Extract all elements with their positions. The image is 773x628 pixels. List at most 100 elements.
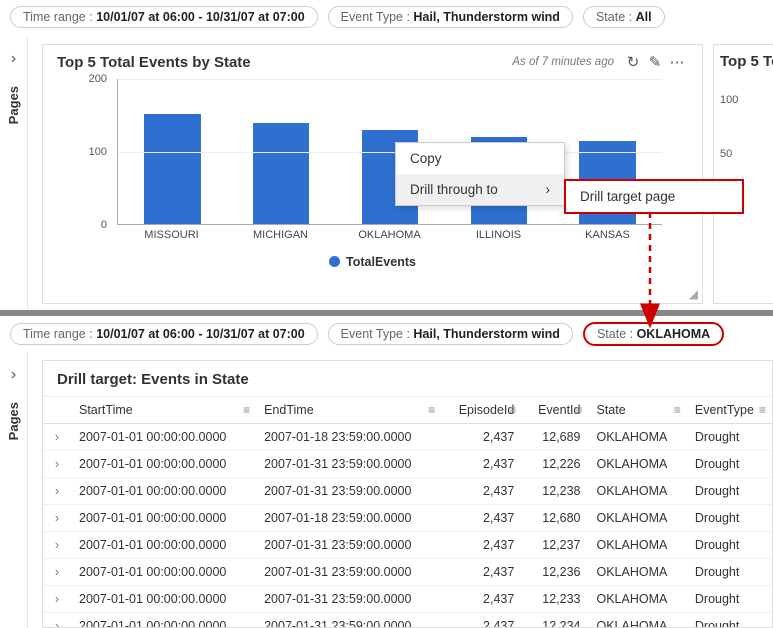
chart-y-axis: 0100200 [81, 79, 111, 225]
row-expand-icon[interactable]: › [43, 613, 71, 628]
table-cell: Drought [687, 478, 772, 505]
row-expand-icon[interactable]: › [43, 586, 71, 613]
table-cell: OKLAHOMA [588, 532, 686, 559]
legend-label: TotalEvents [346, 255, 416, 269]
chevron-right-icon: › [11, 366, 16, 384]
x-axis-label: MICHIGAN [226, 225, 335, 249]
column-menu-icon[interactable]: ≡ [243, 403, 250, 417]
chart-bar[interactable] [144, 114, 201, 224]
chart-bar[interactable] [253, 123, 310, 225]
column-label: EndTime [264, 403, 314, 417]
filter-time-range[interactable]: Time range : 10/01/07 at 06:00 - 10/31/0… [10, 323, 318, 345]
table-cell: 2,437 [441, 613, 522, 628]
axis-tick: 200 [89, 73, 107, 85]
table-cell: OKLAHOMA [588, 559, 686, 586]
edit-icon[interactable]: ✎ [644, 53, 666, 71]
chevron-right-icon: › [546, 182, 551, 197]
row-expand-icon[interactable]: › [43, 478, 71, 505]
table-cell: 2007-01-01 00:00:00.0000 [71, 505, 256, 532]
table-cell: 2007-01-31 23:59:00.0000 [256, 451, 441, 478]
panel-timestamp: As of 7 minutes ago [512, 56, 614, 68]
axis-tick: 50 [720, 148, 767, 160]
table-column-header[interactable]: State ≡ [588, 397, 686, 424]
top-dashboard-section: Time range : 10/01/07 at 06:00 - 10/31/0… [0, 0, 773, 310]
column-label: EventType [695, 403, 754, 417]
column-label: State [596, 403, 625, 417]
x-axis-label: MISSOURI [117, 225, 226, 249]
x-axis-label: OKLAHOMA [335, 225, 444, 249]
table-panel: Drill target: Events in State StartTime ≡… [42, 360, 773, 628]
table-row[interactable]: ›2007-01-01 00:00:00.00002007-01-18 23:5… [43, 424, 772, 451]
table-row[interactable]: ›2007-01-01 00:00:00.00002007-01-31 23:5… [43, 478, 772, 505]
filter-label: State : [596, 10, 636, 24]
table-cell: 2007-01-31 23:59:00.0000 [256, 613, 441, 628]
table-cell: 2,437 [441, 505, 522, 532]
column-menu-icon[interactable]: ≡ [575, 403, 582, 417]
row-expand-icon[interactable]: › [43, 451, 71, 478]
filter-value: 10/01/07 at 06:00 - 10/31/07 at 07:00 [96, 10, 304, 24]
table-row[interactable]: ›2007-01-01 00:00:00.00002007-01-31 23:5… [43, 559, 772, 586]
panel-title: Top 5 Total [720, 53, 767, 70]
column-label: StartTime [79, 403, 133, 417]
refresh-icon[interactable]: ↻ [622, 53, 644, 71]
context-menu-drill-through[interactable]: Drill through to › [396, 174, 564, 205]
column-menu-icon[interactable]: ≡ [509, 403, 516, 417]
x-axis-label: ILLINOIS [444, 225, 553, 249]
table-row[interactable]: ›2007-01-01 00:00:00.00002007-01-31 23:5… [43, 586, 772, 613]
table-column-header[interactable]: EventType ≡ [687, 397, 772, 424]
table-row[interactable]: ›2007-01-01 00:00:00.00002007-01-31 23:5… [43, 451, 772, 478]
resize-handle-icon[interactable]: ◢ [689, 287, 698, 301]
table-title: Drill target: Events in State [43, 361, 772, 396]
context-menu-copy[interactable]: Copy [396, 143, 564, 174]
row-expand-icon[interactable]: › [43, 532, 71, 559]
filter-state[interactable]: State : All [583, 6, 665, 28]
table-cell: 2007-01-31 23:59:00.0000 [256, 586, 441, 613]
table-cell: 2007-01-18 23:59:00.0000 [256, 424, 441, 451]
filter-event-type[interactable]: Event Type : Hail, Thunderstorm wind [328, 323, 573, 345]
events-table: StartTime≡EndTime≡EpisodeId≡EventId≡Stat… [43, 396, 772, 628]
filter-label: State : [597, 327, 637, 341]
context-submenu-drill-target[interactable]: Drill target page [564, 179, 744, 214]
more-icon[interactable]: ⋯ [666, 53, 688, 71]
filter-event-type[interactable]: Event Type : Hail, Thunderstorm wind [328, 6, 573, 28]
pages-sidebar-top[interactable]: › Pages [0, 36, 28, 310]
column-menu-icon[interactable]: ≡ [759, 403, 766, 417]
column-menu-icon[interactable]: ≡ [428, 403, 435, 417]
row-expand-icon[interactable]: › [43, 559, 71, 586]
chevron-right-icon: › [11, 50, 16, 68]
table-cell: 2007-01-01 00:00:00.0000 [71, 532, 256, 559]
table-cell: 2,437 [441, 424, 522, 451]
table-cell: 12,238 [522, 478, 588, 505]
column-menu-icon[interactable]: ≡ [674, 403, 681, 417]
filter-value: Hail, Thunderstorm wind [413, 327, 560, 341]
table-column-header[interactable]: EndTime ≡ [256, 397, 441, 424]
table-column-header[interactable]: EventId≡ [522, 397, 588, 424]
table-cell: OKLAHOMA [588, 424, 686, 451]
table-column-header[interactable] [43, 397, 71, 424]
filter-value: Hail, Thunderstorm wind [413, 10, 560, 24]
table-cell: OKLAHOMA [588, 478, 686, 505]
filter-time-range[interactable]: Time range : 10/01/07 at 06:00 - 10/31/0… [10, 6, 318, 28]
table-cell: 12,236 [522, 559, 588, 586]
table-row[interactable]: ›2007-01-01 00:00:00.00002007-01-31 23:5… [43, 613, 772, 628]
table-cell: 2,437 [441, 559, 522, 586]
table-cell: Drought [687, 424, 772, 451]
table-cell: 12,680 [522, 505, 588, 532]
column-label: EventId [538, 403, 580, 417]
filter-row-bottom: Time range : 10/01/07 at 06:00 - 10/31/0… [0, 316, 773, 352]
table-cell: 12,689 [522, 424, 588, 451]
pages-sidebar-bottom[interactable]: › Pages [0, 352, 28, 628]
table-column-header[interactable]: EpisodeId≡ [441, 397, 522, 424]
table-cell: OKLAHOMA [588, 505, 686, 532]
table-column-header[interactable]: StartTime ≡ [71, 397, 256, 424]
row-expand-icon[interactable]: › [43, 505, 71, 532]
filter-value: OKLAHOMA [637, 327, 711, 341]
row-expand-icon[interactable]: › [43, 424, 71, 451]
table-cell: 12,234 [522, 613, 588, 628]
filter-state-highlighted[interactable]: State : OKLAHOMA [583, 322, 724, 346]
table-row[interactable]: ›2007-01-01 00:00:00.00002007-01-31 23:5… [43, 532, 772, 559]
table-cell: OKLAHOMA [588, 586, 686, 613]
context-menu: Copy Drill through to › Drill target pag… [395, 142, 565, 206]
table-row[interactable]: ›2007-01-01 00:00:00.00002007-01-18 23:5… [43, 505, 772, 532]
table-cell: 2,437 [441, 532, 522, 559]
